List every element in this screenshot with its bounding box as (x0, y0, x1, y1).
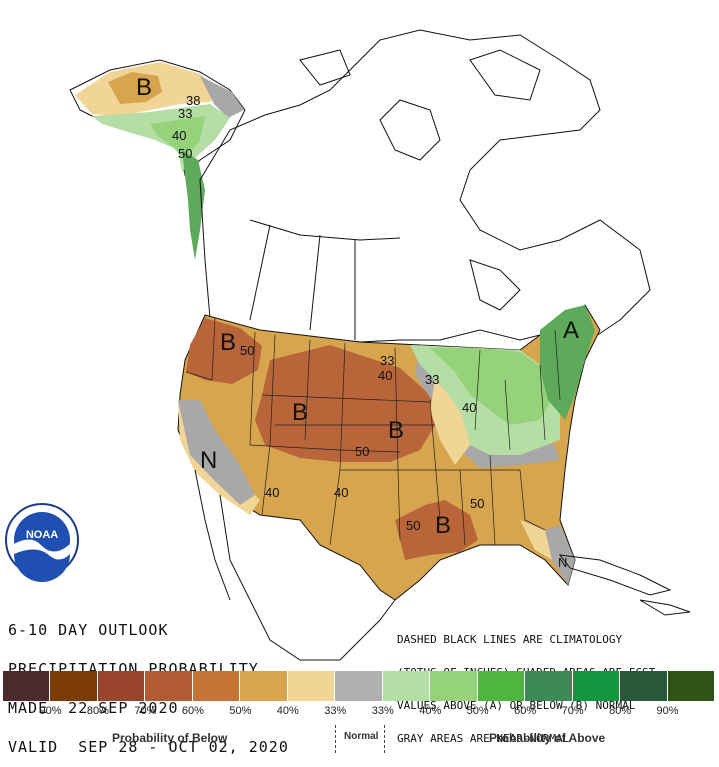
caribbean-islands (558, 554, 691, 616)
alaska-contour-33: 33 (178, 106, 192, 121)
legend-tick-label: 80% (609, 705, 632, 717)
title-line-3: MADE 22 SEP 2020 (8, 699, 179, 717)
title-line-1: 6-10 DAY OUTLOOK (8, 621, 169, 639)
legend-tick-spacer (691, 705, 715, 717)
legend-swatch (477, 671, 526, 701)
legend-caption-above: Probability of Above (489, 731, 606, 745)
legend-swatch (382, 671, 431, 701)
southwest-contour-40b: 40 (334, 485, 348, 500)
legend-swatch (3, 671, 51, 701)
note-line-3: VALUES ABOVE (A) OR BELOW (B) NORMAL (397, 699, 636, 712)
legend-caption-below: Probability of Below (112, 731, 228, 745)
legend-swatch (145, 671, 193, 701)
legend-swatch (97, 671, 146, 701)
alaska-region: B 38 33 40 50 (69, 59, 246, 260)
alaska-near-normal (200, 76, 244, 118)
conus-below-33-florida (520, 520, 552, 560)
conus-region (177, 304, 601, 601)
alaska-contour-50: 50 (178, 146, 192, 161)
conus-below-50-central (255, 345, 438, 462)
legend-tick-label: 33% (324, 705, 347, 717)
southeast-contour-50b: 50 (406, 518, 420, 533)
conus-below-33-plains (430, 380, 470, 465)
normal-divider-right (384, 725, 385, 753)
legend-tick-label: 90% (39, 705, 62, 717)
contour-33-lakes: 33 (425, 372, 439, 387)
northwest-below-marker: B (220, 329, 236, 356)
legend-tick-label: 60% (181, 705, 204, 717)
legend-tick-label: 60% (514, 705, 537, 717)
northwest-contour-50: 50 (240, 343, 254, 358)
mexico-region (194, 469, 396, 661)
conus-above-40-greatlakes (430, 348, 555, 425)
legend-swatch (620, 671, 668, 701)
legend-swatch (50, 671, 98, 701)
southeast-below-marker: B (435, 512, 451, 539)
legend-tick-label: 33% (371, 705, 394, 717)
west-near-normal-marker: N (200, 447, 217, 474)
legend-tick-labels: 90% 80% 70% 60% 50% 40% 33% 33% 40% 50% 60% 70% 80% 9… (3, 705, 715, 717)
note-line-4: GRAY AREAS ARE NEAR-NORMAL (397, 732, 570, 745)
conus-below-50-southeast (395, 500, 478, 560)
southeast-contour-50a: 50 (470, 496, 484, 511)
legend-tick-label: 40% (276, 705, 299, 717)
canada-region (199, 29, 651, 343)
alaska-contour-38: 38 (186, 93, 200, 108)
florida-near-normal-marker: N (558, 555, 567, 570)
legend-tick-label: 80% (86, 705, 109, 717)
alaska-contour-40: 40 (172, 128, 186, 143)
legend-tick-spacer (3, 705, 27, 717)
legend-color-bar (3, 671, 716, 701)
legend-swatch (192, 671, 241, 701)
noaa-logo: NOAA (5, 503, 79, 582)
greatlakes-contour-40: 40 (462, 400, 476, 415)
legend-tick-label: 40% (419, 705, 442, 717)
note-line-1: DASHED BLACK LINES ARE CLIMATOLOGY (397, 633, 623, 646)
contour-33-north: 33 (380, 353, 394, 368)
central-below-marker: B (292, 399, 308, 426)
legend-tick-label: 70% (134, 705, 157, 717)
legend-swatch (335, 671, 383, 701)
legend-swatch (287, 671, 336, 701)
alaska-below-40 (108, 72, 162, 104)
noaa-logo-text: NOAA (26, 529, 58, 541)
legend-tick-label: 70% (561, 705, 584, 717)
title-line-4: VALID SEP 28 - OCT 02, 2020 (8, 738, 289, 756)
alaska-panhandle-above (182, 150, 205, 260)
precipitation-outlook-map: B 38 33 40 50 (5, 29, 691, 661)
legend-swatch (525, 671, 573, 701)
conus-below-50-northwest (186, 318, 262, 384)
conus-near-normal-west (178, 400, 255, 505)
conus-above-50-northeast (540, 305, 595, 420)
plains-below-marker: B (388, 417, 404, 444)
legend-tick-label: 90% (656, 705, 679, 717)
alaska-below-marker: B (136, 74, 152, 101)
legend-swatch (667, 671, 716, 701)
contour-40-north: 40 (378, 368, 392, 383)
legend-tick-label: 50% (229, 705, 252, 717)
legend-swatch (572, 671, 621, 701)
plains-contour-50: 50 (355, 444, 369, 459)
northeast-above-marker: A (563, 317, 579, 344)
legend-swatch (430, 671, 478, 701)
normal-divider-left (335, 725, 336, 753)
southwest-contour-40a: 40 (265, 485, 279, 500)
state-boundaries (185, 317, 561, 546)
legend-caption-normal: Normal (344, 731, 379, 742)
legend-swatch (240, 671, 288, 701)
alaska-above-40 (150, 116, 205, 160)
legend-tick-label: 50% (466, 705, 489, 717)
